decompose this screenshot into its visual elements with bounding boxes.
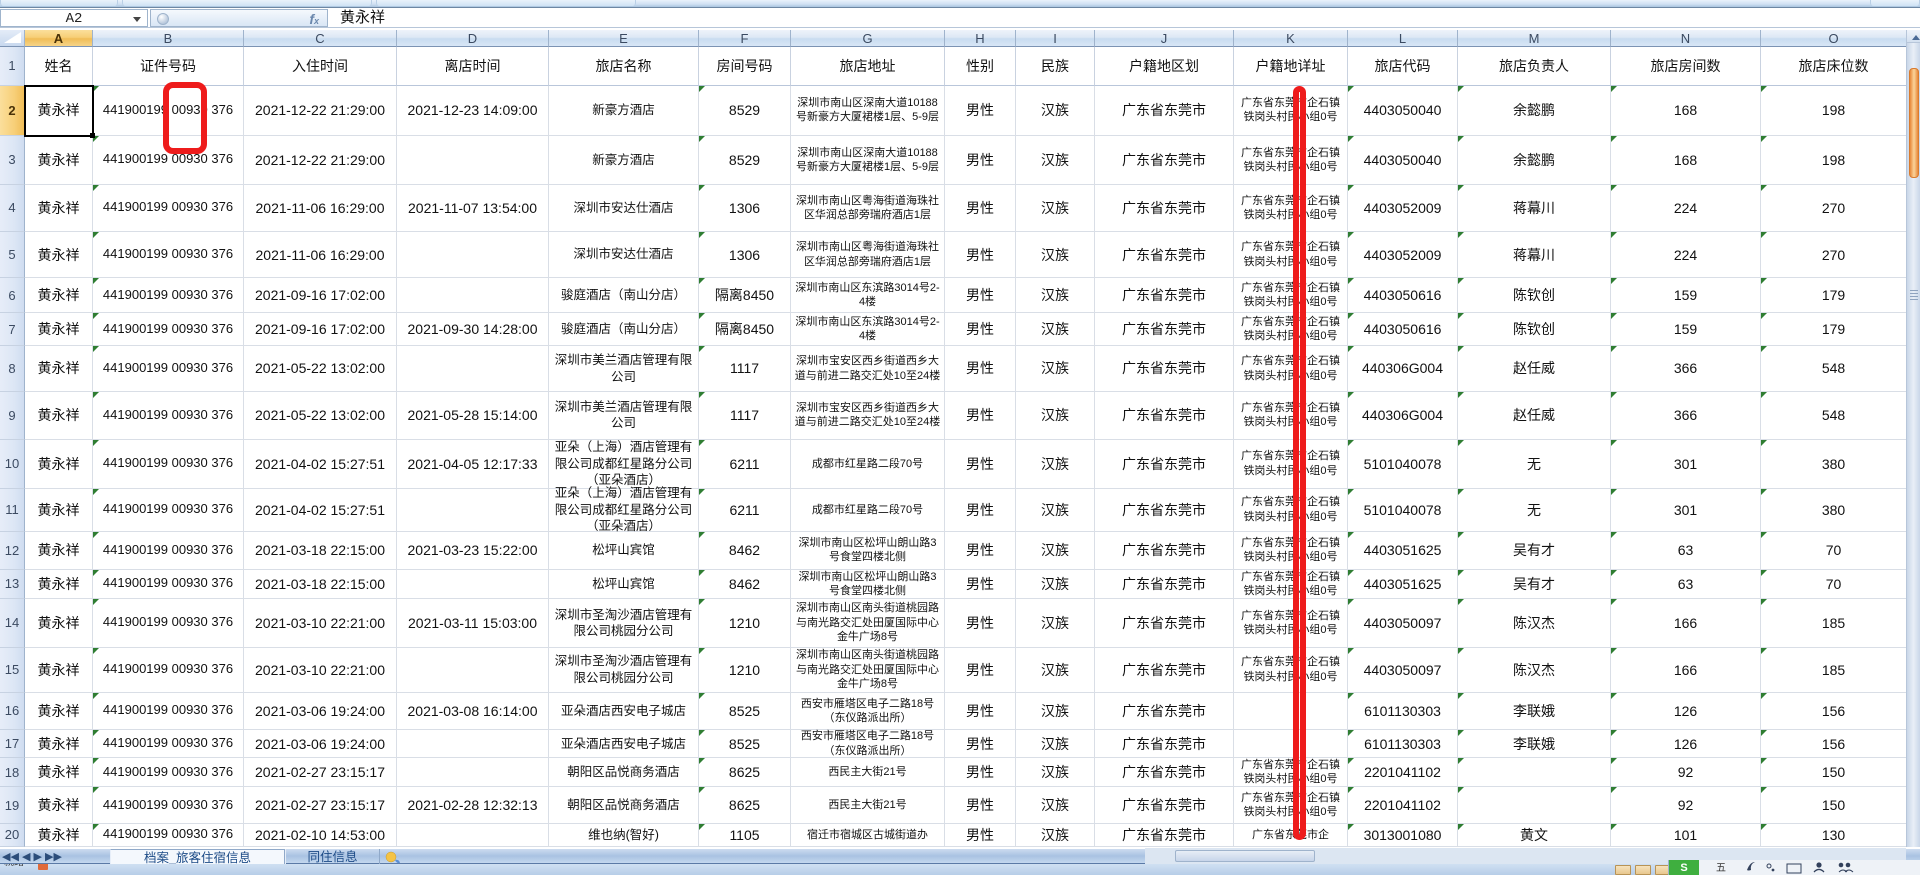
svg-text:S: S xyxy=(1680,862,1687,874)
svg-text:五: 五 xyxy=(1716,863,1726,874)
